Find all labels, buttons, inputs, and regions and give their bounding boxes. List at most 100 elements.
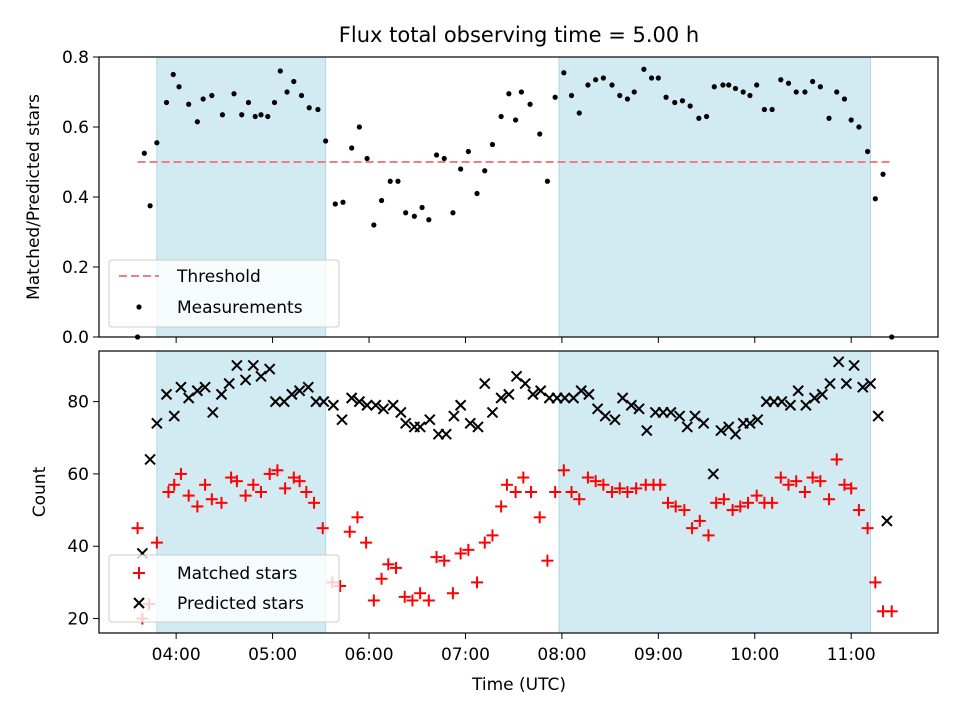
measurement-point <box>865 148 871 155</box>
matched-star-marker <box>398 590 411 603</box>
matched-star-marker <box>239 489 252 502</box>
predicted-star-marker <box>448 410 460 422</box>
measurement-point <box>245 99 252 106</box>
matched-star-marker <box>541 554 554 567</box>
predicted-star-marker <box>293 385 306 397</box>
matched-star-marker <box>486 529 499 542</box>
measurement-point <box>527 101 533 107</box>
measurement-point <box>600 75 606 81</box>
predicted-star-marker <box>857 381 869 393</box>
matched-star-marker <box>742 496 755 509</box>
predicted-star-marker <box>151 417 163 430</box>
measurement-point <box>544 178 551 184</box>
predicted-star-marker <box>824 377 836 390</box>
measurement-point <box>585 82 591 88</box>
predicted-star-marker <box>302 381 314 393</box>
bottom-panel: 20 40 60 80 04:00 05:00 06:00 07:00 08:00 09:00 1… <box>30 350 939 695</box>
predicted-star-marker <box>231 359 243 372</box>
predicted-star-marker <box>665 406 677 419</box>
matched-star-marker <box>869 576 882 589</box>
matched-star-marker <box>693 514 706 527</box>
matched-star-marker <box>199 478 212 491</box>
measurement-point <box>371 222 377 228</box>
predicted-star-marker <box>673 410 686 422</box>
measurement-point <box>785 80 792 86</box>
matched-star-marker <box>750 489 763 502</box>
measurement-point <box>576 110 582 116</box>
legend-threshold-label: Threshold <box>176 267 261 287</box>
predicted-star-marker <box>361 399 373 411</box>
matched-star-marker <box>150 536 163 549</box>
y-tick-label: 40 <box>67 537 89 557</box>
legend-matched-swatch <box>133 567 145 579</box>
measurement-point <box>648 75 655 81</box>
predicted-star-marker <box>832 356 845 368</box>
legend-measurements-swatch <box>136 304 142 310</box>
measurement-point <box>433 152 440 158</box>
predicted-star-marker <box>215 388 228 401</box>
predicted-star-marker <box>744 417 756 430</box>
y-tick-label: 0.2 <box>62 258 89 278</box>
measurement-point <box>332 201 338 207</box>
measurement-point <box>284 89 290 95</box>
predicted-star-marker <box>454 399 467 411</box>
measurement-point <box>378 197 385 204</box>
top-y-ticks: 0.0 0.2 0.4 0.6 0.8 <box>62 48 99 348</box>
matched-star-marker <box>549 486 562 498</box>
measurement-point <box>880 171 886 177</box>
predicted-star-marker <box>263 363 276 375</box>
predicted-star-marker <box>848 359 860 372</box>
predicted-star-marker <box>199 381 211 393</box>
predicted-star-marker <box>681 421 693 433</box>
predicted-star-marker <box>808 392 821 404</box>
measurement-point <box>474 190 480 197</box>
predicted-star-marker <box>175 381 187 393</box>
predicted-star-marker <box>247 359 260 372</box>
measurement-point <box>395 178 401 184</box>
y-tick-label: 0.8 <box>62 48 89 68</box>
measurement-point <box>349 145 355 151</box>
measurement-point <box>617 92 623 99</box>
measurement-point <box>176 84 182 90</box>
predicted-star-marker <box>414 421 426 433</box>
y-tick-label: 0.4 <box>62 188 89 208</box>
matched-star-marker <box>351 511 364 524</box>
measurement-point <box>450 210 456 216</box>
matched-star-marker <box>885 605 898 618</box>
matched-star-marker <box>613 482 626 495</box>
matched-star-marker <box>661 496 674 509</box>
matched-star-marker <box>316 522 329 535</box>
measurement-point <box>364 155 370 162</box>
predicted-star-marker <box>399 417 412 430</box>
predicted-star-marker <box>486 406 499 419</box>
matched-star-marker <box>300 486 313 498</box>
matched-star-marker <box>557 464 570 477</box>
predicted-star-marker <box>800 399 812 411</box>
x-tick-label: 07:00 <box>441 645 490 665</box>
measurement-point <box>441 155 447 162</box>
bottom-axes-frame <box>98 350 939 634</box>
matched-star-marker <box>343 525 356 538</box>
measurement-point <box>518 89 524 95</box>
measurement-point <box>769 106 775 113</box>
matched-star-marker <box>422 594 435 607</box>
matched-star-markers <box>131 453 898 625</box>
measurement-point <box>593 77 599 83</box>
measurement-point <box>482 168 488 174</box>
top-legend: Threshold Measurements <box>108 259 340 328</box>
matched-star-marker <box>565 486 578 498</box>
measurement-point <box>679 98 686 104</box>
predicted-star-marker <box>689 410 701 422</box>
measurement-point <box>458 166 464 172</box>
predicted-star-marker <box>191 385 204 397</box>
measurement-point <box>856 124 862 130</box>
measurement-point <box>826 115 832 121</box>
predicted-star-marker <box>207 406 219 419</box>
predicted-star-marker <box>840 377 853 390</box>
matched-star-marker <box>573 493 586 506</box>
matched-star-marker <box>814 475 827 488</box>
matched-star-marker <box>462 543 475 556</box>
matched-star-marker <box>230 475 243 488</box>
matched-star-marker <box>495 500 508 513</box>
predicted-star-marker <box>583 388 595 401</box>
